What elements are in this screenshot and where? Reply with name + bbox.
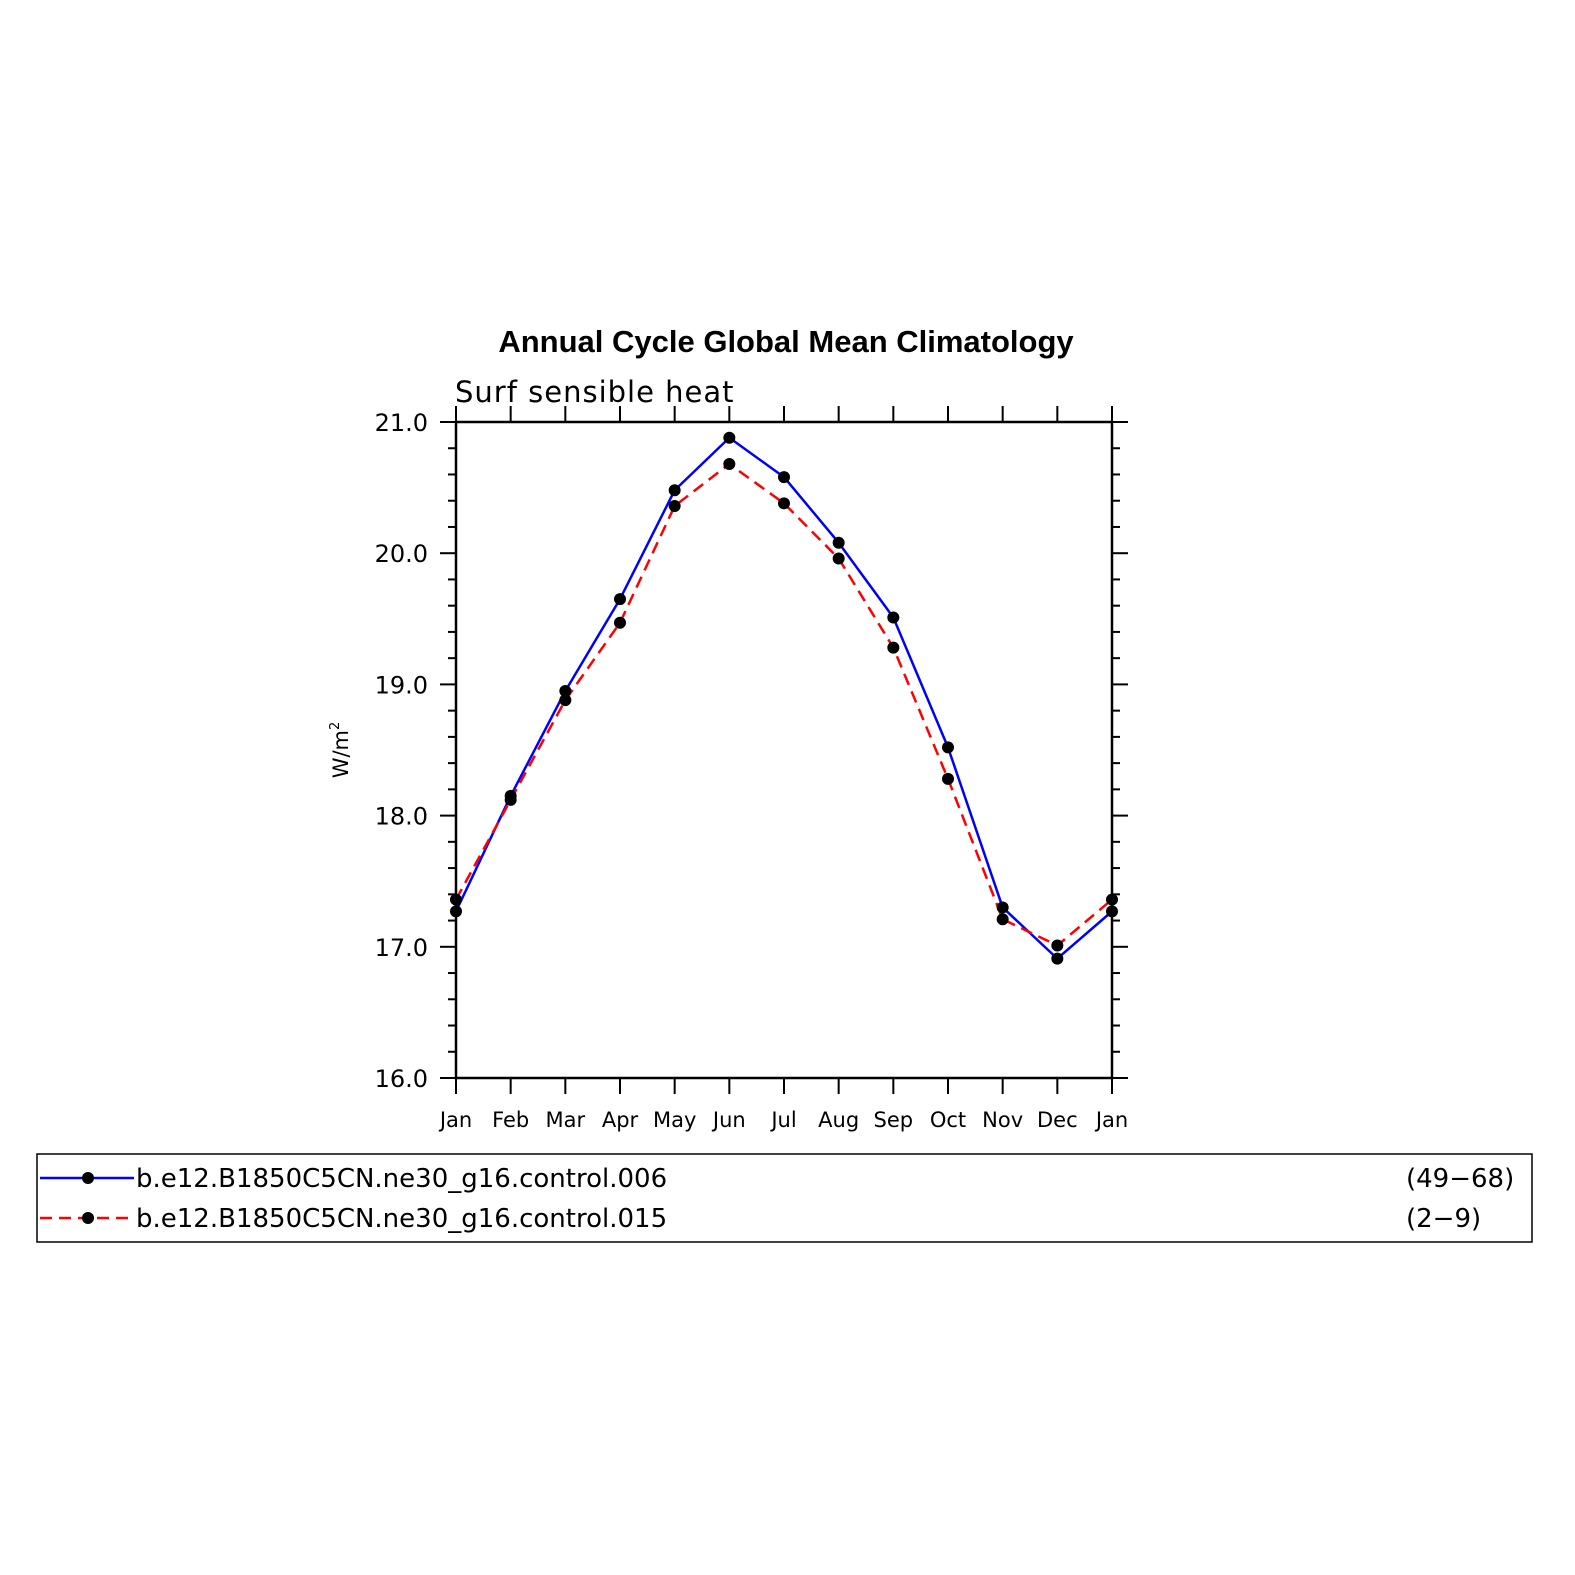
legend: b.e12.B1850C5CN.ne30_g16.control.006 (49−… xyxy=(36,1153,1533,1243)
series-1-point xyxy=(723,431,736,444)
series-2-point xyxy=(1106,893,1118,906)
series-2-point xyxy=(504,793,517,806)
x-tick-label: Oct xyxy=(930,1108,966,1132)
legend-marker-1 xyxy=(82,1172,94,1184)
x-tick-label: Aug xyxy=(818,1108,859,1132)
x-tick-label: Jun xyxy=(711,1108,746,1132)
chart-subtitle: Surf sensible heat xyxy=(455,375,735,409)
x-tick-label: Mar xyxy=(546,1108,586,1132)
x-tick-label: May xyxy=(653,1108,696,1132)
series-1-point xyxy=(887,611,900,624)
axes: 16.0 17.0 18.0 19.0 20.0 21.0 Jan Feb Mar Apr May J… xyxy=(375,406,1128,1132)
series-2-point xyxy=(887,641,900,654)
y-tick-label: 19.0 xyxy=(375,671,428,699)
series-2-point xyxy=(614,616,626,629)
plot-frame xyxy=(454,420,1114,1080)
x-tick-label: Dec xyxy=(1037,1108,1078,1132)
chart-title: Annual Cycle Global Mean Climatology xyxy=(498,324,1074,359)
y-axis-label-superscript: 2 xyxy=(328,722,343,730)
legend-years-2: (2−9) xyxy=(1406,1204,1481,1234)
legend-label-1: b.e12.B1850C5CN.ne30_g16.control.006 xyxy=(136,1164,667,1194)
series-1-point xyxy=(668,484,681,497)
y-tick-label: 16.0 xyxy=(375,1065,428,1093)
x-tick-label: Sep xyxy=(874,1108,914,1132)
series-2-point xyxy=(559,694,572,707)
series-1-point xyxy=(1106,905,1118,918)
y-axis-label-text: W/m xyxy=(329,730,353,778)
x-tick-label: Nov xyxy=(982,1108,1023,1132)
legend-frame xyxy=(36,1153,1533,1243)
series-1-point xyxy=(778,471,790,484)
series-1-point xyxy=(559,684,572,697)
y-tick-label: 17.0 xyxy=(375,934,428,962)
series-2-point xyxy=(450,893,462,906)
series-1-point xyxy=(996,901,1009,914)
series-1-point xyxy=(614,593,626,606)
series-1-point xyxy=(832,536,845,549)
legend-label-2: b.e12.B1850C5CN.ne30_g16.control.015 xyxy=(136,1204,667,1234)
y-tick-label: 18.0 xyxy=(375,803,428,831)
series-2-point xyxy=(942,772,954,785)
legend-marker-2 xyxy=(82,1212,94,1224)
series-1-point xyxy=(1051,952,1064,965)
x-tick-label: Jan xyxy=(1094,1108,1128,1132)
series-line-1 xyxy=(454,436,1113,960)
x-tick-label: Jan xyxy=(438,1108,472,1132)
legend-years-1: (49−68) xyxy=(1406,1164,1514,1194)
series-layer xyxy=(450,431,1118,965)
series-2-point xyxy=(668,499,681,512)
y-axis-label: W/m2 xyxy=(328,722,353,779)
series-2-point xyxy=(996,913,1009,926)
series-2-point xyxy=(723,457,736,470)
y-tick-label: 20.0 xyxy=(375,540,428,568)
x-tick-label: Jul xyxy=(769,1108,796,1132)
series-2-point xyxy=(778,497,790,510)
series-2-point xyxy=(1051,939,1064,952)
series-1-point xyxy=(450,905,462,918)
x-tick-label: Feb xyxy=(492,1108,529,1132)
series-2-point xyxy=(832,552,845,565)
x-tick-label: Apr xyxy=(602,1108,639,1132)
y-tick-label: 21.0 xyxy=(375,409,428,437)
series-line-2 xyxy=(454,462,1113,947)
series-1-point xyxy=(942,741,954,754)
